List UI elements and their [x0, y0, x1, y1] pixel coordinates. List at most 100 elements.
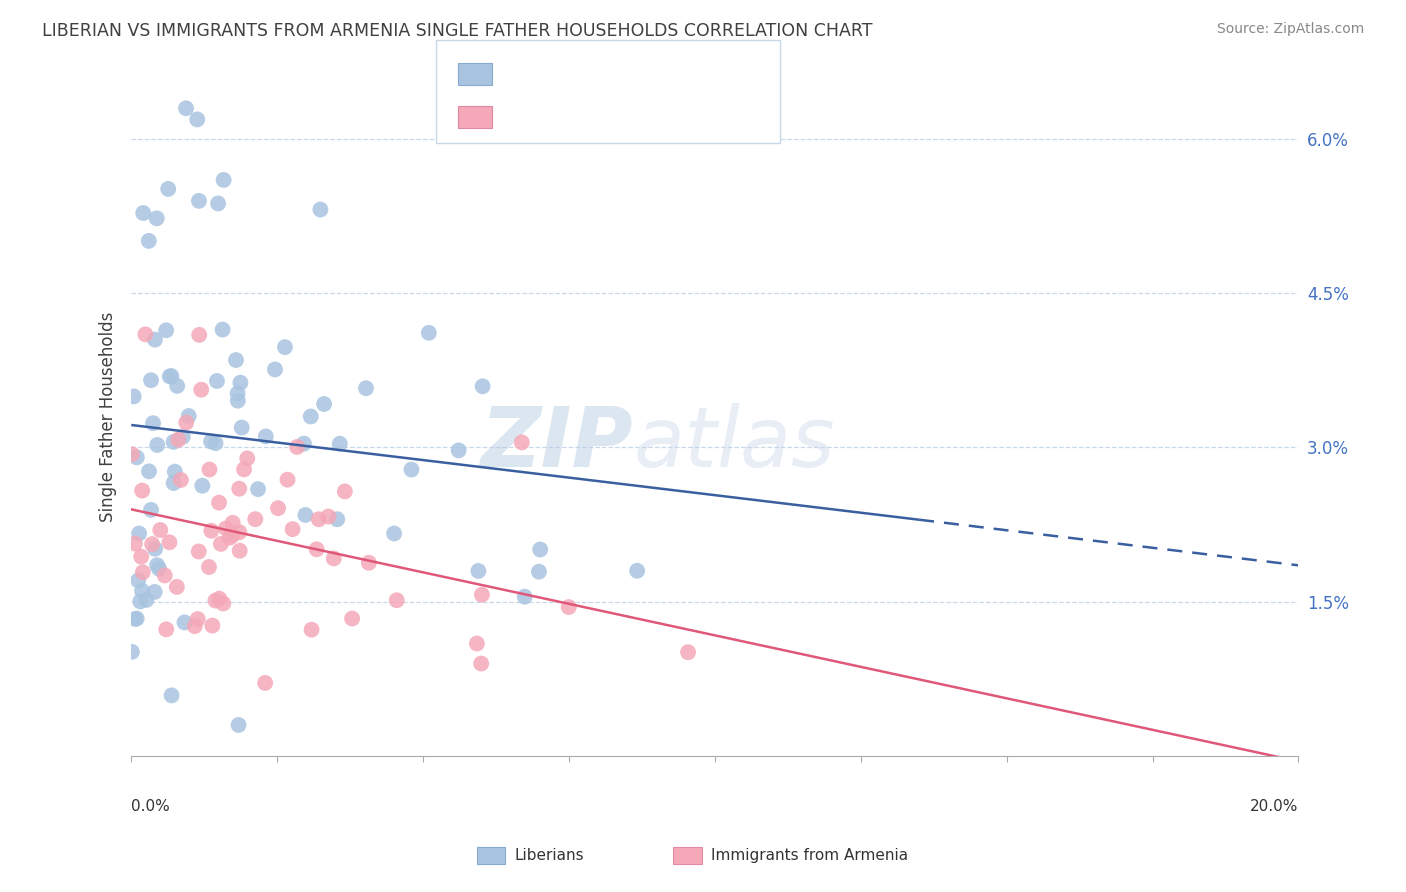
Point	[226, 386, 249, 401]
Point	[132, 566, 155, 580]
Point	[188, 194, 211, 208]
Point	[143, 333, 166, 347]
Point	[129, 549, 152, 564]
Point	[155, 623, 177, 637]
Point	[226, 393, 249, 408]
Point	[207, 196, 229, 211]
Point	[159, 535, 181, 549]
Point	[138, 234, 160, 248]
Point	[510, 435, 533, 450]
Point	[157, 182, 180, 196]
Point	[467, 564, 489, 578]
Point	[166, 379, 188, 393]
Point	[231, 420, 253, 434]
Point	[188, 327, 211, 342]
Point	[354, 381, 377, 395]
Point	[186, 112, 208, 127]
Text: ZIP: ZIP	[481, 403, 633, 484]
Text: R =: R =	[499, 65, 536, 83]
Point	[200, 524, 222, 538]
Point	[166, 580, 188, 594]
Point	[160, 689, 183, 703]
Point	[135, 593, 157, 607]
Point	[221, 528, 243, 542]
Point	[326, 512, 349, 526]
Point	[254, 429, 277, 443]
Text: Liberians: Liberians	[515, 848, 585, 863]
Text: 73: 73	[630, 65, 651, 83]
Text: -0.008: -0.008	[533, 65, 586, 83]
Point	[177, 409, 200, 423]
Point	[215, 521, 238, 535]
Text: N =: N =	[591, 108, 638, 126]
Point	[281, 522, 304, 536]
Point	[198, 462, 221, 476]
Point	[212, 597, 235, 611]
Text: Source: ZipAtlas.com: Source: ZipAtlas.com	[1216, 22, 1364, 37]
Point	[121, 447, 143, 461]
Text: 59: 59	[630, 108, 651, 126]
Point	[470, 657, 492, 671]
Point	[208, 591, 231, 606]
Point	[308, 512, 330, 526]
Point	[294, 508, 316, 522]
Point	[146, 438, 169, 452]
Point	[139, 503, 162, 517]
Point	[208, 496, 231, 510]
Point	[527, 565, 550, 579]
Point	[155, 323, 177, 337]
Point	[122, 389, 145, 403]
Point	[245, 512, 267, 526]
Point	[204, 436, 226, 450]
Point	[128, 526, 150, 541]
Point	[228, 543, 250, 558]
Point	[322, 551, 344, 566]
Point	[471, 379, 494, 393]
Point	[513, 590, 536, 604]
Point	[124, 612, 146, 626]
Point	[121, 645, 143, 659]
Point	[191, 479, 214, 493]
Point	[139, 373, 162, 387]
Point	[301, 623, 323, 637]
Text: N =: N =	[591, 65, 638, 83]
Point	[163, 476, 186, 491]
Text: LIBERIAN VS IMMIGRANTS FROM ARMENIA SINGLE FATHER HOUSEHOLDS CORRELATION CHART: LIBERIAN VS IMMIGRANTS FROM ARMENIA SING…	[42, 22, 873, 40]
Point	[190, 383, 212, 397]
Point	[228, 718, 250, 732]
Point	[141, 537, 163, 551]
Point	[187, 612, 209, 626]
Point	[264, 362, 287, 376]
Point	[447, 443, 470, 458]
Point	[676, 645, 699, 659]
Point	[145, 211, 167, 226]
Point	[225, 353, 247, 368]
Point	[277, 473, 299, 487]
Point	[149, 523, 172, 537]
Point	[187, 544, 209, 558]
Point	[129, 594, 152, 608]
Point	[401, 462, 423, 476]
Point	[318, 509, 340, 524]
Point	[274, 340, 297, 354]
Point	[626, 564, 648, 578]
Point	[254, 676, 277, 690]
Point	[138, 464, 160, 478]
Point	[465, 636, 488, 650]
Point	[184, 619, 207, 633]
Point	[143, 541, 166, 556]
Point	[340, 611, 363, 625]
Point	[212, 173, 235, 187]
Point	[292, 436, 315, 450]
Point	[172, 430, 194, 444]
Point	[131, 583, 153, 598]
Point	[174, 416, 197, 430]
Point	[247, 482, 270, 496]
Point	[228, 482, 250, 496]
Point	[385, 593, 408, 607]
Point	[233, 462, 256, 476]
Text: R =: R =	[499, 108, 536, 126]
Y-axis label: Single Father Households: Single Father Households	[100, 311, 117, 522]
Text: Immigrants from Armenia: Immigrants from Armenia	[711, 848, 908, 863]
Point	[222, 516, 245, 530]
